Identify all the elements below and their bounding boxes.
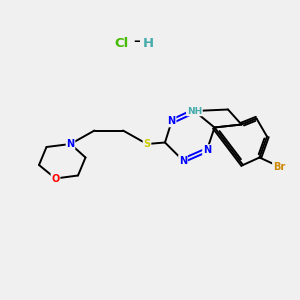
- Text: S: S: [143, 139, 151, 149]
- Text: N: N: [167, 116, 176, 127]
- Text: NH: NH: [187, 106, 202, 116]
- Text: Br: Br: [273, 161, 285, 172]
- Text: N: N: [66, 139, 75, 149]
- Text: –: –: [133, 35, 140, 49]
- Text: H: H: [143, 37, 154, 50]
- Text: Cl: Cl: [114, 37, 129, 50]
- Text: N: N: [179, 155, 187, 166]
- Text: O: O: [51, 173, 60, 184]
- Text: N: N: [203, 145, 211, 155]
